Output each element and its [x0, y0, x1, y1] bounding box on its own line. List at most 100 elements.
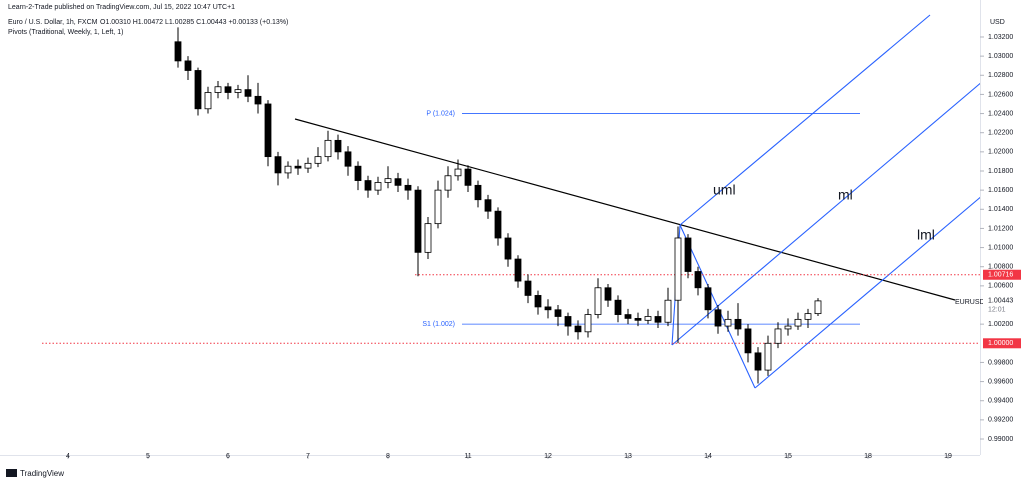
candle-body	[214, 86, 222, 93]
candle-body	[314, 156, 322, 164]
candle-body	[644, 316, 652, 321]
candle-body	[674, 237, 682, 301]
x-tick-label: 18	[864, 453, 872, 460]
candle-body	[584, 314, 592, 333]
x-tick-label: 14	[704, 453, 712, 460]
x-tick-label: 6	[226, 453, 230, 460]
candle-body	[634, 318, 642, 321]
uml-label: uml	[713, 182, 736, 198]
lower-median-line	[754, 196, 980, 389]
x-tick-label: 11	[464, 453, 471, 460]
candle-body	[804, 313, 812, 320]
candle-body	[274, 156, 282, 174]
candle-body	[444, 175, 452, 191]
candle-body	[234, 89, 242, 93]
currency: USD	[990, 19, 1005, 26]
candle-body	[764, 342, 772, 371]
series-label: EURUSD	[955, 299, 985, 306]
price-label-box	[983, 269, 1021, 280]
y-tick-label: 1.01800	[988, 168, 1013, 175]
candle-body	[264, 103, 272, 158]
candle-body	[794, 318, 802, 327]
candle-body	[244, 89, 252, 97]
y-tick-label: 1.01000	[988, 244, 1013, 251]
candle-body	[294, 165, 302, 169]
median-line	[671, 82, 980, 346]
candle-body	[534, 295, 542, 308]
candle-body	[814, 300, 822, 315]
candle-body	[474, 184, 482, 201]
x-tick-label: 19	[944, 453, 952, 460]
candle-body	[704, 287, 712, 311]
candle-body	[404, 184, 412, 191]
candle-body	[574, 325, 582, 333]
candle-body	[434, 189, 442, 225]
candle-body	[604, 287, 612, 301]
candle-body	[414, 189, 422, 253]
ohlc: O1.00310 H1.00472 L1.00285 C1.00443 +0.0…	[100, 19, 288, 26]
y-tick-label: 1.03200	[988, 34, 1013, 41]
candle-body	[714, 309, 722, 327]
candle-body	[554, 309, 562, 317]
upper-median-line	[679, 14, 931, 226]
y-tick-label: 0.99000	[988, 436, 1013, 443]
y-tick-label: 1.02400	[988, 110, 1013, 117]
candle-body	[724, 318, 732, 327]
candle-body	[544, 306, 552, 311]
candle-body	[684, 237, 692, 272]
candle-body	[664, 299, 672, 323]
candle-body	[564, 316, 572, 327]
x-tick-label: 15	[784, 453, 792, 460]
logo-text: TradingView	[20, 469, 64, 478]
last-price-label: 1.00443	[988, 298, 1013, 305]
x-tick-label: 12	[544, 453, 552, 460]
candle-body	[284, 165, 292, 174]
publisher: Learn-2-Trade published on TradingView.c…	[8, 4, 235, 11]
y-tick-label: 1.00200	[988, 321, 1013, 328]
candle-body	[374, 182, 382, 191]
candle-body	[774, 328, 782, 344]
y-tick-label: 1.00800	[988, 264, 1013, 271]
candle-body	[614, 299, 622, 315]
candle-body	[364, 180, 372, 191]
symbol: Euro / U.S. Dollar, 1h, FXCM	[8, 19, 98, 26]
candle-body	[424, 223, 432, 253]
candle-body	[514, 258, 522, 282]
pivot-label: S1 (1.002)	[422, 321, 455, 328]
candle-body	[484, 199, 492, 212]
candle-body	[464, 168, 472, 186]
x-tick-label: 13	[624, 453, 632, 460]
candle-body	[354, 165, 362, 181]
candle-body	[204, 92, 212, 110]
candle-body	[194, 70, 202, 110]
candle-body	[344, 151, 352, 167]
candle-body	[624, 314, 632, 319]
candle-body	[754, 352, 762, 371]
candle-body	[184, 60, 192, 71]
pivot-label: P (1.024)	[426, 110, 455, 117]
candle-body	[384, 178, 392, 183]
y-tick-label: 1.01200	[988, 225, 1013, 232]
price-label: 1.00000	[988, 340, 1013, 347]
y-tick-label: 0.99600	[988, 378, 1013, 385]
countdown: 12:01	[988, 307, 1006, 314]
y-tick-label: 1.02600	[988, 91, 1013, 98]
y-tick-label: 1.02800	[988, 72, 1013, 79]
logo-icon	[6, 469, 17, 477]
x-tick-label: 8	[386, 453, 390, 460]
x-tick-label: 5	[146, 453, 150, 460]
lml-label: lml	[917, 227, 935, 243]
y-tick-label: 1.02200	[988, 130, 1013, 137]
candle-body	[224, 86, 232, 93]
plot-area	[42, 27, 980, 384]
candle-body	[494, 210, 502, 239]
trendline	[294, 118, 956, 301]
candle-body	[304, 162, 312, 169]
logo: TradingView	[6, 469, 64, 478]
y-tick-label: 1.00600	[988, 283, 1013, 290]
candle-body	[784, 325, 792, 330]
y-tick-label: 0.99400	[988, 398, 1013, 405]
candle-body	[454, 168, 462, 177]
y-tick-label: 1.01400	[988, 206, 1013, 213]
